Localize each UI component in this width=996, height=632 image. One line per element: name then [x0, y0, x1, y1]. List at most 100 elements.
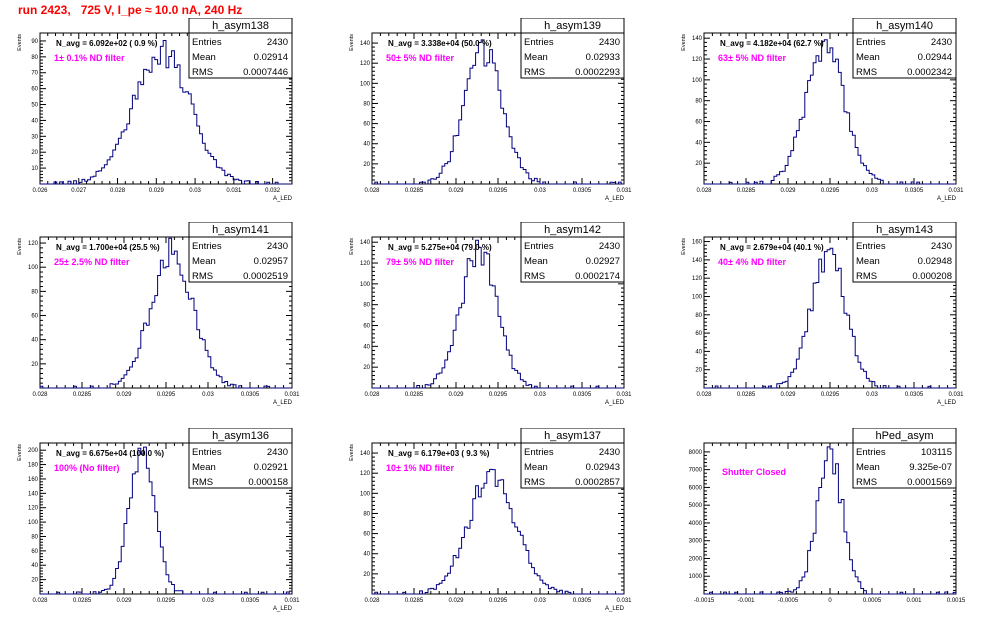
x-tick-label: 0.028 [32, 598, 48, 604]
navg-label: N_avg = 6.179e+03 ( 9.3 %) [388, 449, 490, 458]
x-tick-label: 0.0305 [905, 188, 924, 194]
histogram-line [372, 39, 624, 185]
x-tick-label: 0.0015 [947, 598, 966, 604]
x-axis-title: A_LED [937, 196, 957, 202]
histogram-name: h_asym140 [876, 20, 933, 32]
y-tick-label: 2000 [689, 556, 703, 562]
histogram-line [372, 468, 624, 595]
stats-entries-value: 2430 [599, 37, 620, 48]
x-axis-title: A_LED [273, 196, 293, 202]
histogram-line [40, 40, 292, 185]
y-tick-label: 120 [692, 276, 703, 282]
stats-mean-label: Mean [524, 52, 548, 63]
stats-mean-label: Mean [856, 256, 880, 267]
x-tick-label: 0.031 [616, 392, 632, 398]
x-tick-label: -0.001 [737, 598, 755, 604]
x-tick-label: 0.03 [866, 188, 878, 194]
y-axis-title: Events [17, 34, 23, 51]
y-tick-label: 20 [31, 578, 38, 584]
filter-annotation: 79± 5% ND filter [386, 257, 454, 267]
histogram-name: hPed_asym [875, 430, 933, 442]
navg-label: N_avg = 6.675e+04 (100.0 %) [56, 449, 164, 458]
x-tick-label: 0.03 [202, 392, 214, 398]
x-tick-label: 0.03 [189, 188, 201, 194]
filter-annotation: 50± 5% ND filter [386, 53, 454, 63]
stats-entries-value: 2430 [599, 447, 620, 458]
y-tick-label: 160 [28, 477, 39, 483]
x-tick-label: 0.0285 [73, 598, 92, 604]
stats-rms-label: RMS [524, 67, 545, 78]
stats-mean-label: Mean [192, 462, 216, 473]
stats-entries-label: Entries [192, 447, 222, 458]
y-tick-label: 140 [360, 240, 371, 246]
histogram-panel: 0.028 0.0285 0.029 0.0295 0.03 0.0305 0.031 20 4… [349, 428, 632, 612]
y-tick-label: 40 [363, 344, 370, 350]
y-tick-label: 80 [31, 289, 38, 295]
y-tick-label: 80 [695, 313, 702, 319]
stats-rms-value: 0.0002342 [907, 67, 952, 78]
navg-label: N_avg = 6.092e+02 ( 0.9 %) [56, 39, 158, 48]
stats-box [188, 428, 293, 489]
x-tick-label: 0.001 [906, 598, 922, 604]
y-tick-label: 60 [363, 122, 370, 128]
stats-mean-value: 9.325e-07 [909, 462, 952, 473]
stats-mean-value: 0.02933 [586, 52, 620, 63]
x-tick-label: 0.028 [696, 188, 712, 194]
x-tick-label: 0.0305 [573, 188, 592, 194]
y-tick-label: 140 [360, 451, 371, 457]
y-tick-label: 140 [360, 41, 371, 47]
stats-mean-value: 0.02943 [586, 462, 620, 473]
x-tick-label: 0.031 [284, 598, 300, 604]
histogram-line [39, 237, 292, 389]
x-tick-label: 0.029 [116, 598, 132, 604]
stats-entries-label: Entries [524, 241, 554, 252]
x-tick-label: 0.028 [364, 392, 380, 398]
y-axis-title: Events [681, 238, 687, 255]
stats-mean-label: Mean [856, 462, 880, 473]
histogram-name: h_asym136 [212, 430, 269, 442]
stats-rms-value: 0.0002519 [243, 271, 288, 282]
stats-rms-label: RMS [856, 67, 877, 78]
x-tick-label: 0.031 [948, 392, 964, 398]
plot-frame [39, 32, 293, 185]
navg-label: N_avg = 3.338e+04 (50.0 %) [388, 39, 492, 48]
y-tick-label: 180 [28, 463, 39, 469]
stats-mean-value: 0.02921 [254, 462, 288, 473]
y-tick-label: 20 [363, 365, 370, 371]
filter-annotation: 40± 4% ND filter [718, 257, 786, 267]
y-tick-label: 40 [695, 349, 702, 355]
x-tick-label: 0.0285 [405, 188, 424, 194]
histogram-panel: 0.026 0.027 0.028 0.029 0.03 0.031 0.032 10 20 30… [17, 18, 293, 202]
y-tick-label: 60 [363, 532, 370, 538]
y-tick-label: 20 [31, 362, 38, 368]
x-axis-title: A_LED [605, 400, 625, 406]
y-axis-title: Events [17, 444, 23, 461]
stats-mean-label: Mean [524, 462, 548, 473]
x-tick-label: -0.0005 [778, 598, 799, 604]
histogram-name: h_asym143 [876, 224, 933, 236]
x-tick-label: 0.0295 [157, 392, 176, 398]
x-tick-label: 0.0295 [821, 188, 840, 194]
y-axis-title: Events [349, 238, 355, 255]
histogram-line [704, 446, 957, 595]
y-tick-label: 40 [363, 552, 370, 558]
y-tick-label: 20 [695, 368, 702, 374]
stats-mean-label: Mean [192, 256, 216, 267]
x-tick-label: 0.028 [364, 598, 380, 604]
x-tick-label: 0.027 [71, 188, 87, 194]
stats-rms-label: RMS [524, 477, 545, 488]
y-tick-label: 20 [363, 572, 370, 578]
stats-entries-value: 2430 [931, 37, 952, 48]
x-tick-label: 0.0305 [241, 392, 260, 398]
y-tick-label: 120 [360, 61, 371, 67]
y-tick-label: 100 [360, 81, 371, 87]
histogram-name: h_asym137 [544, 430, 601, 442]
x-tick-label: 0.03 [866, 392, 878, 398]
filter-annotation: Shutter Closed [722, 467, 786, 477]
y-tick-label: 80 [31, 534, 38, 540]
y-tick-label: 120 [28, 241, 39, 247]
y-tick-label: 40 [363, 142, 370, 148]
y-tick-label: 70 [31, 71, 38, 77]
x-tick-label: 0.031 [616, 188, 632, 194]
y-tick-label: 60 [695, 331, 702, 337]
